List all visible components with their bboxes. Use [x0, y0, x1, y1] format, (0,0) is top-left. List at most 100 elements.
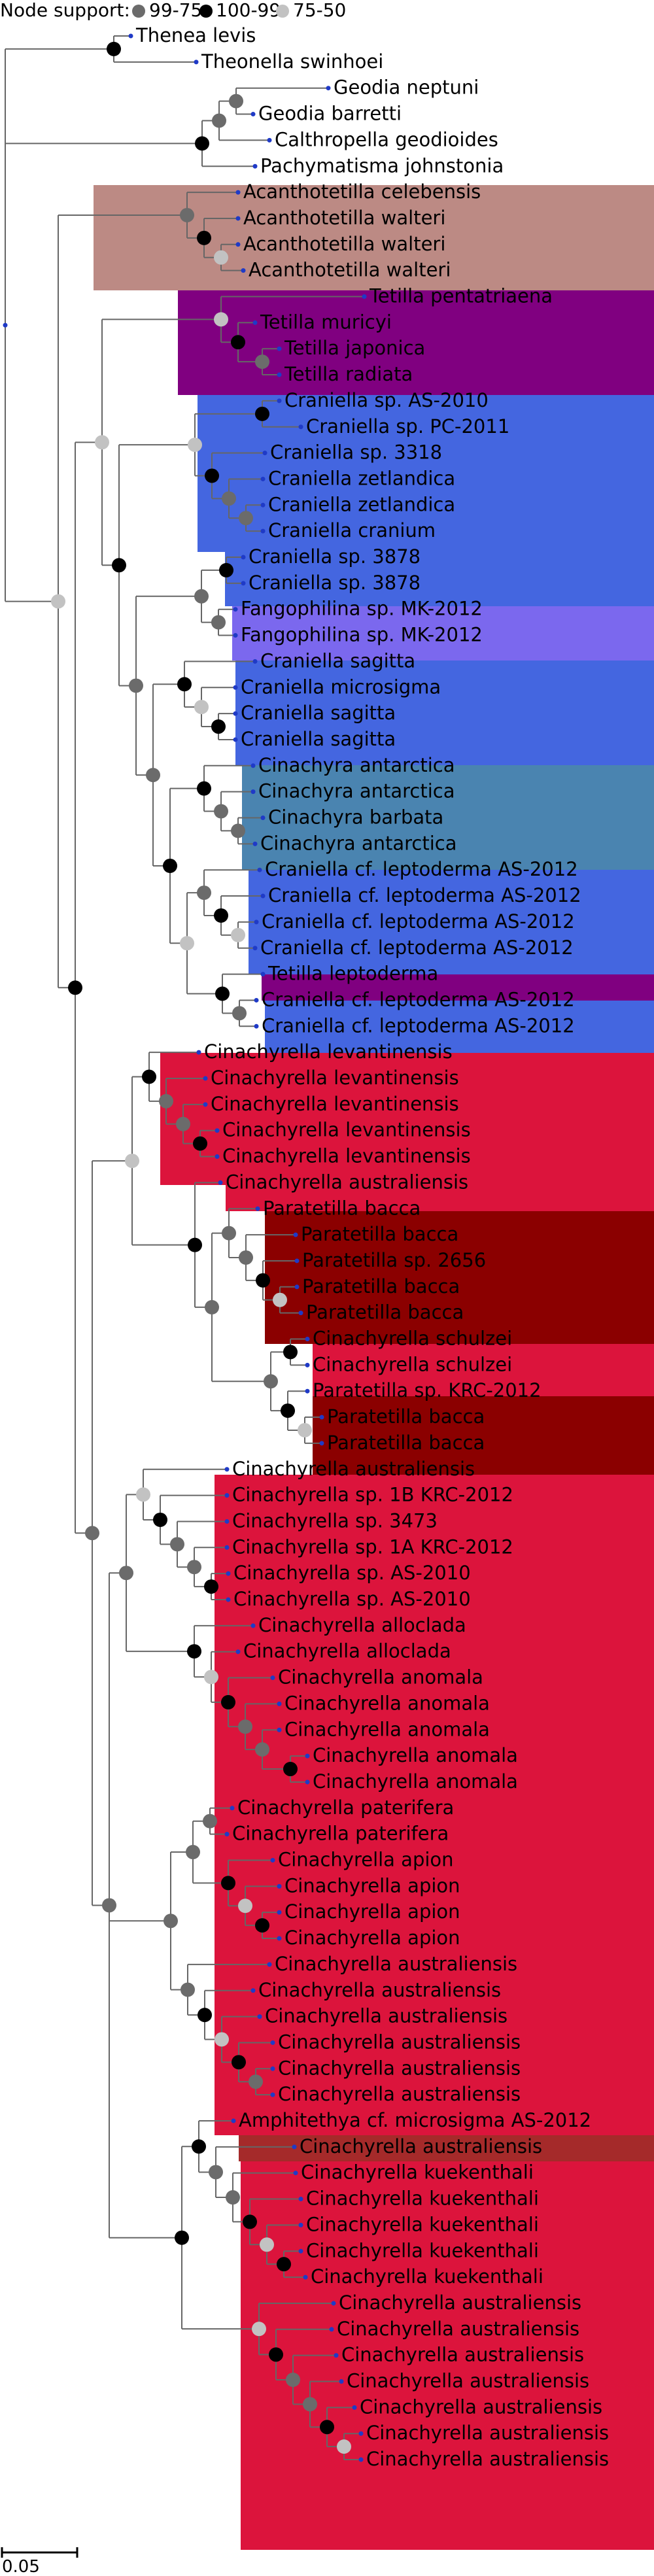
tip-marker — [254, 1023, 259, 1029]
taxon-label: Cinachyrella australiensis — [265, 2005, 508, 2027]
node-support-dot — [222, 1226, 236, 1241]
taxon-label: Cinachyra barbata — [268, 806, 443, 829]
taxon-label: Cinachyrella sp. AS-2010 — [233, 1562, 471, 1584]
tip-marker — [326, 86, 331, 91]
taxon-label: Cinachyrella australiensis — [258, 1979, 501, 2001]
taxon-label: Craniella sp. PC-2011 — [306, 415, 509, 438]
taxon-label: Craniella sp. 3318 — [270, 441, 442, 464]
node-support-dot — [214, 804, 228, 819]
node-support-dot — [197, 230, 211, 245]
node-support-dot — [119, 1566, 133, 1581]
tip-marker — [358, 2457, 364, 2462]
node-support-dot — [273, 1292, 287, 1307]
taxon-label: Cinachyrella alloclada — [243, 1640, 451, 1662]
tip-marker — [298, 2248, 303, 2254]
node-support-dot — [231, 823, 245, 838]
taxon-label: Cinachyrella anomala — [313, 1770, 518, 1793]
node-support-dot — [204, 1579, 218, 1594]
taxon-label: Paratetilla sp. KRC-2012 — [313, 1379, 542, 1401]
tip-marker — [270, 1858, 275, 1863]
tip-marker — [128, 33, 133, 39]
tip-marker — [277, 398, 282, 404]
clade-cinachyrella-australiensis-single — [226, 1185, 654, 1211]
tip-marker — [270, 1675, 275, 1681]
legend-label-100-99: 100-99 — [216, 0, 281, 21]
taxon-label: Craniella sagitta — [241, 728, 396, 750]
taxon-label: Cinachyrella levantinensis — [211, 1067, 459, 1089]
tip-marker — [267, 1962, 272, 1967]
taxon-label: Cinachyrella australiensis — [360, 2396, 602, 2418]
tip-marker — [250, 763, 256, 768]
taxon-label: Paratetilla bacca — [301, 1223, 458, 1245]
taxon-label: Cinachyrella paterifera — [232, 1823, 449, 1845]
node-support-dot — [214, 250, 228, 265]
taxon-label: Acanthotetilla walteri — [249, 259, 451, 281]
tip-marker — [329, 2327, 334, 2332]
node-support-dot — [51, 594, 65, 609]
node-support-dot — [195, 136, 209, 151]
node-support-dot — [256, 1273, 270, 1288]
tip-marker — [305, 1753, 310, 1759]
tip-marker — [224, 1467, 230, 1472]
taxon-label: Cinachyrella kuekenthali — [301, 2161, 534, 2184]
tip-marker — [254, 997, 259, 1003]
clade-tetilla-leptoderma — [262, 974, 654, 1001]
taxon-label: Tetilla pentatriaena — [369, 285, 553, 307]
clade-cinachyrella-schulzei — [313, 1344, 654, 1396]
tip-marker — [196, 1050, 201, 1055]
tip-marker — [233, 711, 238, 716]
tip-marker — [218, 1180, 223, 1185]
tip-marker — [352, 2405, 357, 2410]
tip-marker — [231, 2118, 236, 2123]
taxon-label: Tetilla muricyi — [260, 311, 392, 333]
clade-cinachyrella-levantinensis — [160, 1053, 654, 1185]
node-support-dot — [283, 1345, 298, 1360]
taxon-label: Craniella sagitta — [260, 649, 415, 672]
taxon-label: Fangophilina sp. MK-2012 — [241, 598, 483, 620]
legend-dot-99-75 — [132, 5, 145, 18]
taxon-label: Paratetilla bacca — [327, 1405, 485, 1428]
node-support-dot — [170, 1537, 184, 1552]
tip-marker — [294, 1284, 300, 1290]
taxon-label: Paratetilla bacca — [327, 1432, 485, 1454]
legend-label-99-75: 99-75 — [149, 0, 202, 21]
taxon-label: Cinachyrella apion — [284, 1927, 460, 1949]
tip-marker — [235, 242, 241, 247]
tip-marker — [277, 346, 282, 351]
node-support-dot — [125, 1154, 139, 1169]
taxon-label: Cinachyrella anomala — [278, 1666, 483, 1689]
node-support-dot — [252, 2322, 266, 2337]
node-support-dot — [176, 1116, 190, 1131]
node-support-dot — [187, 1560, 201, 1575]
taxon-label: Acanthotetilla walteri — [243, 207, 445, 229]
node-support-dot — [102, 1898, 116, 1913]
taxon-label: Cinachyrella australiensis — [300, 2135, 542, 2157]
taxon-label: Craniella cf. leptoderma AS-2012 — [265, 858, 578, 880]
tip-marker — [215, 1154, 220, 1159]
node-support-dot — [129, 678, 143, 693]
tip-marker — [262, 451, 267, 456]
taxon-label: Tetilla japonica — [284, 337, 425, 359]
taxon-label: Cinachyrella australiensis — [278, 2057, 521, 2079]
tip-marker — [230, 1806, 235, 1811]
clade-craniella-leptoderma-1 — [249, 870, 654, 974]
node-support-dot — [214, 312, 228, 327]
legend-title: Node support: — [0, 0, 130, 21]
node-support-dot — [298, 1422, 312, 1437]
node-support-dot — [181, 1982, 195, 1997]
clade-tetilla — [178, 290, 654, 395]
node-support-dot — [192, 2139, 206, 2154]
taxon-label: Paratetilla bacca — [263, 1197, 421, 1219]
node-support-dot — [255, 406, 269, 421]
taxon-label: Craniella cf. leptoderma AS-2012 — [260, 936, 574, 959]
taxon-label: Craniella sagitta — [241, 702, 396, 724]
taxon-label: Cinachyrella kuekenthali — [306, 2239, 539, 2261]
taxon-label: Geodia neptuni — [334, 77, 479, 99]
node-support-dot — [232, 2055, 246, 2070]
node-support-dot — [180, 207, 194, 222]
tip-marker — [226, 1597, 231, 1602]
taxon-label: Craniella cf. leptoderma AS-2012 — [262, 988, 575, 1010]
tip-marker — [260, 476, 266, 481]
tip-marker — [298, 2197, 303, 2202]
node-support-dot — [193, 1136, 207, 1151]
